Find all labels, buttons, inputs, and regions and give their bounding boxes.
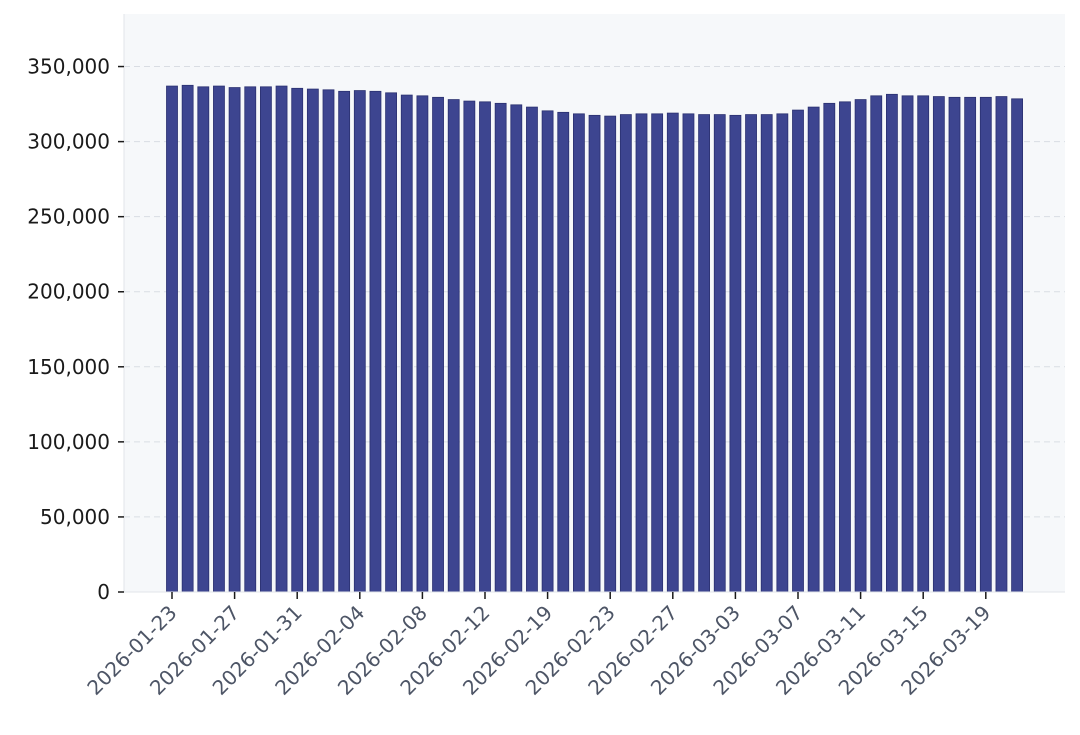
y-tick-label: 350,000 [27,55,110,79]
bar [901,95,914,593]
bar [792,109,804,593]
bar [385,92,398,593]
bar [416,95,429,593]
bar [964,96,977,593]
bar [291,87,304,593]
bar [259,86,272,593]
bar [698,114,710,593]
bars [166,84,1023,593]
y-tick-label: 0 [97,580,110,604]
bar [197,86,210,593]
bar [886,93,898,593]
bar [854,99,867,593]
y-tick-label: 300,000 [27,130,110,154]
bar [526,106,538,593]
y-tick-label: 200,000 [27,280,110,304]
bar [619,114,632,593]
bar [729,114,742,593]
bar [510,104,523,593]
bar [604,115,617,593]
bar [932,96,945,593]
bar [635,113,648,593]
bar [338,90,351,593]
bar [979,96,992,593]
bar [839,101,851,593]
bar [573,113,585,593]
bar [651,113,664,593]
bar [760,114,773,593]
y-tick-label: 250,000 [27,205,110,229]
y-tick-label: 50,000 [40,505,110,529]
bar [400,94,413,593]
bar [275,85,288,593]
bar [306,88,319,593]
bar [823,102,836,593]
bar [447,99,460,593]
bar [181,84,194,593]
bar [917,95,930,593]
bar [541,110,554,593]
bar [479,101,491,593]
bar [353,90,366,593]
bar [166,85,178,593]
y-tick-label: 100,000 [27,430,110,454]
bar [666,112,679,593]
bar [1011,98,1023,593]
bar [494,102,507,593]
bar [432,96,444,593]
bar [745,114,757,593]
bar [588,114,601,593]
bar [369,90,382,593]
y-tick-label: 150,000 [27,355,110,379]
x-axis-ticks: 2026-01-232026-01-272026-01-312026-02-04… [82,592,995,700]
bar [213,85,225,593]
bar [713,114,726,593]
bar [228,87,241,593]
bar [244,86,257,593]
bar [807,106,820,593]
bar [995,96,1008,593]
bar [870,95,883,593]
bar [776,113,789,593]
bar [948,96,961,593]
bar [557,111,570,593]
bar [322,89,335,593]
bar [682,113,695,593]
y-axis-ticks: 0 50,000 100,000 150,000 200,000 250,000 300,0… [27,55,124,604]
bar [463,100,476,593]
